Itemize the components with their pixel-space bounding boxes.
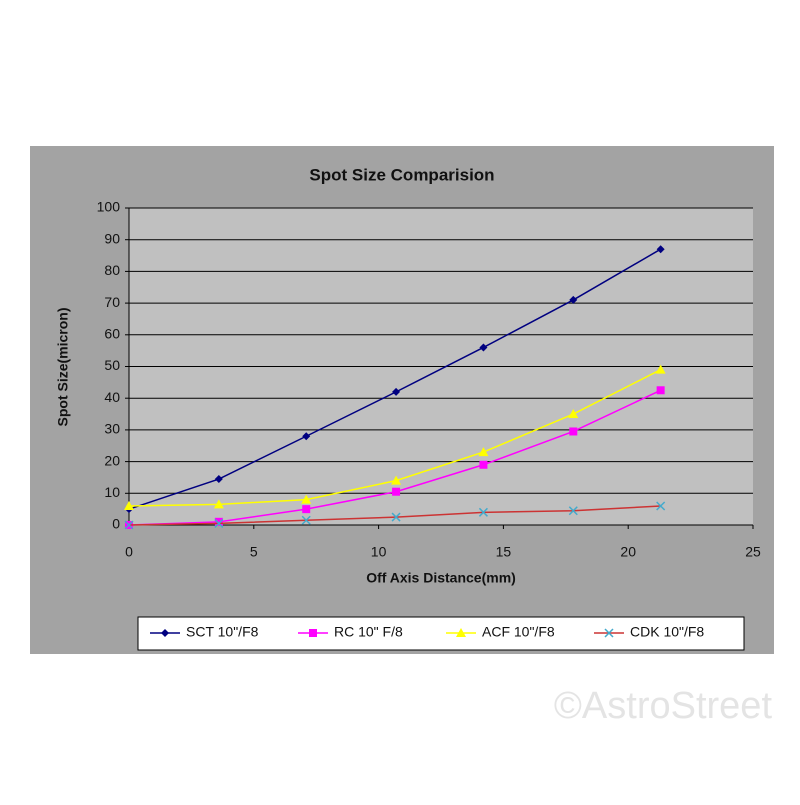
legend-label: ACF 10"/F8 [482,624,555,640]
watermark: ©AstroStreet [554,685,773,727]
x-axis-label: Off Axis Distance(mm) [366,570,516,586]
marker [655,364,666,374]
marker [309,629,317,637]
marker [569,427,578,436]
x-tick-label: 0 [125,544,133,560]
x-tick-label: 5 [250,544,258,560]
y-tick-label: 50 [104,357,120,373]
marker [301,494,312,504]
marker [392,387,401,396]
marker [479,460,488,469]
marker [656,386,665,395]
marker [124,520,134,530]
marker [656,501,666,511]
marker [568,409,579,419]
legend-label: RC 10" F/8 [334,624,403,640]
x-tick-label: 25 [745,544,761,560]
marker [213,499,224,509]
marker [656,245,665,254]
marker [214,475,223,484]
x-tick-label: 20 [620,544,636,560]
legend [137,616,745,651]
marker [478,447,489,457]
x-tick-label: 15 [496,544,512,560]
marker [391,475,402,485]
marker [569,295,578,304]
marker [124,500,134,510]
marker [392,487,401,496]
legend-label: CDK 10"/F8 [630,624,704,640]
y-tick-label: 0 [112,516,120,532]
y-tick-label: 30 [104,421,120,437]
y-tick-label: 90 [104,230,120,246]
marker [479,343,488,352]
marker [302,432,311,441]
marker [391,512,401,522]
y-tick-label: 20 [104,452,120,468]
y-tick-label: 60 [104,326,120,342]
chart-title: Spot Size Comparision [309,165,494,184]
y-axis-label: Spot Size(micron) [55,307,71,426]
y-tick-label: 100 [97,199,121,215]
marker [604,628,614,638]
marker [214,517,223,526]
y-tick-label: 10 [104,484,120,500]
marker [456,628,466,637]
y-tick-label: 70 [104,294,120,310]
legend-label: SCT 10"/F8 [186,624,259,640]
marker [302,505,311,514]
marker [161,629,169,637]
y-tick-label: 40 [104,389,120,405]
marker [478,507,488,517]
marker [568,506,578,516]
marker [301,515,311,525]
marker [214,518,224,528]
x-tick-label: 10 [371,544,387,560]
y-tick-label: 80 [104,262,120,278]
